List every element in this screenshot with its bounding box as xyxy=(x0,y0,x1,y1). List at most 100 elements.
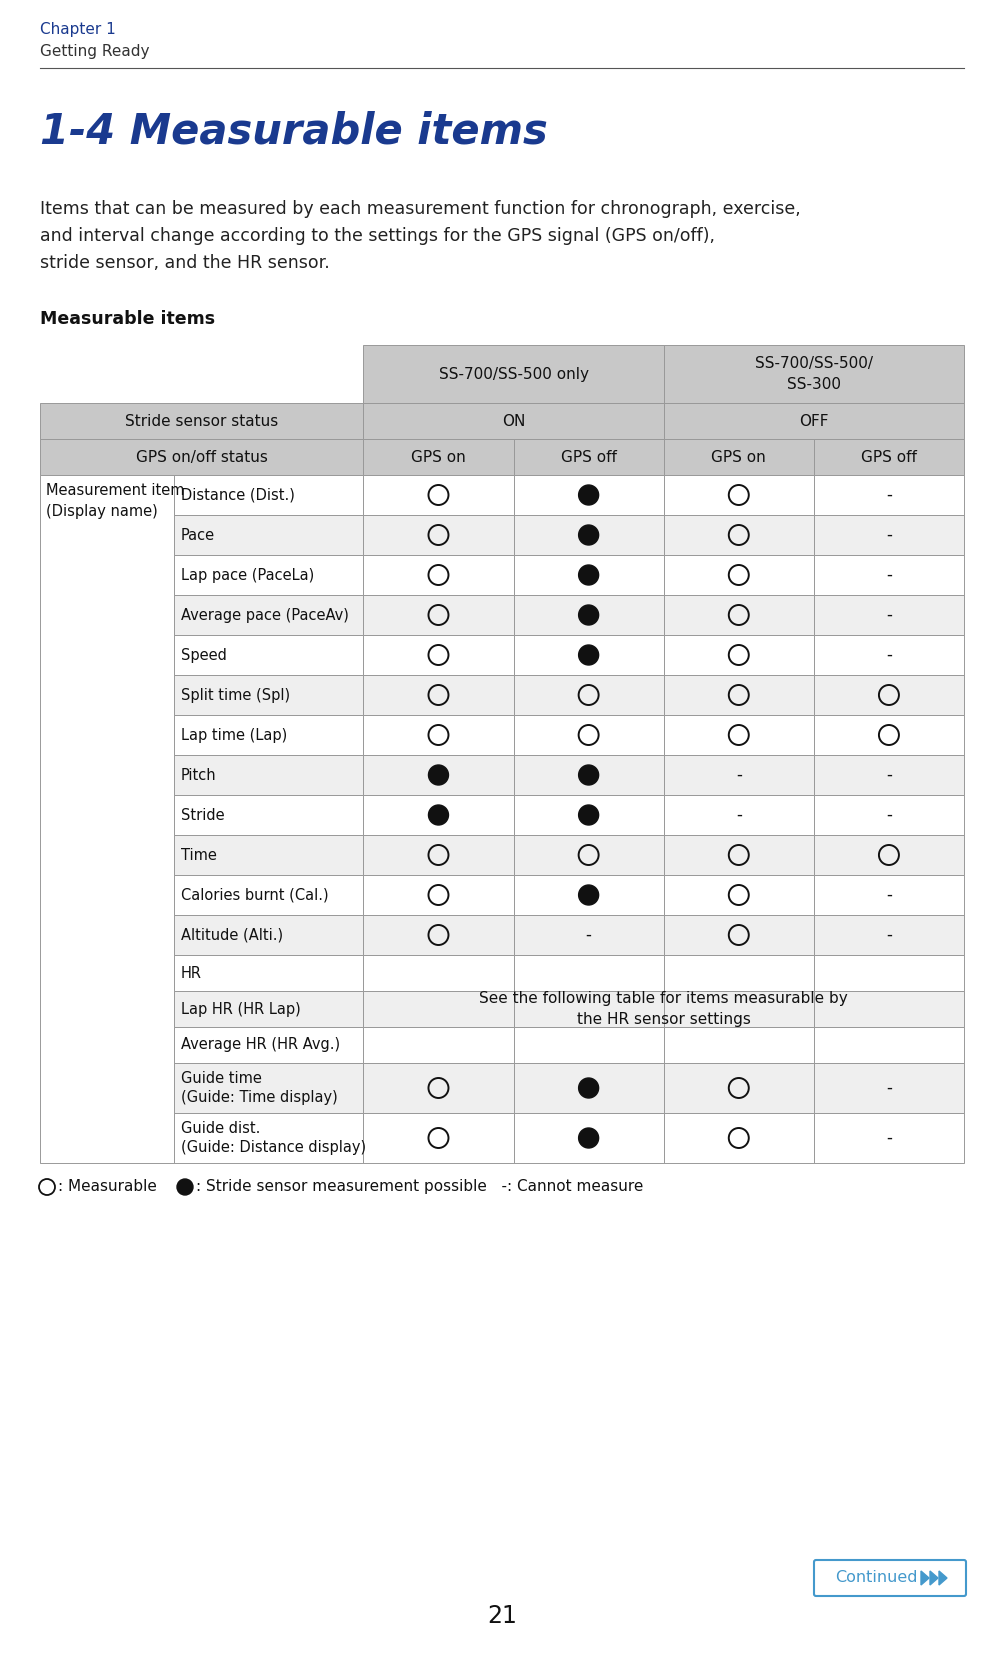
Bar xyxy=(514,716,663,756)
Bar xyxy=(174,636,363,676)
Bar xyxy=(514,515,663,555)
Text: -: - xyxy=(885,806,891,824)
Bar xyxy=(514,756,663,796)
Circle shape xyxy=(428,806,448,826)
Bar xyxy=(363,876,514,916)
Text: Items that can be measured by each measurement function for chronograph, exercis: Items that can be measured by each measu… xyxy=(40,200,800,272)
Bar xyxy=(174,1063,363,1113)
Bar xyxy=(174,676,363,716)
Bar xyxy=(363,1063,514,1113)
Text: -: - xyxy=(885,766,891,784)
Text: -: - xyxy=(735,806,741,824)
Polygon shape xyxy=(929,1571,937,1585)
Bar xyxy=(663,439,813,475)
Circle shape xyxy=(578,886,598,906)
Bar xyxy=(813,1113,963,1163)
Bar xyxy=(514,796,663,836)
Bar xyxy=(663,595,813,636)
Bar xyxy=(663,716,813,756)
Bar xyxy=(174,555,363,595)
Bar xyxy=(813,515,963,555)
Bar xyxy=(174,956,363,991)
Bar xyxy=(363,796,514,836)
Text: GPS on: GPS on xyxy=(711,449,765,464)
Bar xyxy=(663,836,813,876)
Text: Stride: Stride xyxy=(181,807,225,822)
Polygon shape xyxy=(920,1571,928,1585)
Text: GPS off: GPS off xyxy=(861,449,916,464)
Bar xyxy=(174,716,363,756)
Text: 21: 21 xyxy=(486,1605,517,1628)
Bar xyxy=(663,991,813,1027)
Bar xyxy=(363,716,514,756)
Text: Lap time (Lap): Lap time (Lap) xyxy=(181,727,287,742)
Text: Pace: Pace xyxy=(181,527,215,542)
Bar xyxy=(363,956,514,991)
Text: : Measurable: : Measurable xyxy=(58,1179,177,1194)
Bar xyxy=(813,475,963,515)
Bar xyxy=(663,515,813,555)
Circle shape xyxy=(578,1128,598,1148)
Text: -: - xyxy=(885,525,891,544)
Text: See the following table for items measurable by
the HR sensor settings: See the following table for items measur… xyxy=(478,991,848,1027)
Bar xyxy=(174,991,363,1027)
Text: -: - xyxy=(885,926,891,944)
Bar xyxy=(514,916,663,956)
Bar xyxy=(514,1113,663,1163)
Bar xyxy=(813,555,963,595)
Text: -: - xyxy=(885,886,891,904)
Bar xyxy=(813,991,963,1027)
Bar xyxy=(663,1113,813,1163)
Circle shape xyxy=(578,525,598,545)
Text: Split time (Spl): Split time (Spl) xyxy=(181,687,290,702)
Text: Lap HR (HR Lap): Lap HR (HR Lap) xyxy=(181,1001,301,1016)
Bar xyxy=(363,756,514,796)
Circle shape xyxy=(578,485,598,505)
Text: OFF: OFF xyxy=(798,414,827,429)
Bar xyxy=(363,991,514,1027)
Bar xyxy=(813,1027,963,1063)
Text: Measurable items: Measurable items xyxy=(40,310,215,329)
Bar xyxy=(514,676,663,716)
Bar xyxy=(813,636,963,676)
Bar xyxy=(363,676,514,716)
Text: -: - xyxy=(885,485,891,504)
Text: Speed: Speed xyxy=(181,647,227,662)
Circle shape xyxy=(578,646,598,666)
Bar xyxy=(813,876,963,916)
Text: Chapter 1: Chapter 1 xyxy=(40,22,115,37)
Bar xyxy=(813,916,963,956)
Bar xyxy=(663,756,813,796)
Circle shape xyxy=(177,1179,193,1194)
Bar xyxy=(813,1063,963,1113)
Bar xyxy=(663,555,813,595)
Bar xyxy=(813,439,963,475)
Text: Guide time
(Guide: Time display): Guide time (Guide: Time display) xyxy=(181,1071,337,1106)
Text: -: - xyxy=(885,605,891,624)
Bar xyxy=(813,756,963,796)
Circle shape xyxy=(428,766,448,786)
Bar xyxy=(40,475,174,1163)
Text: SS-700/SS-500/
SS-300: SS-700/SS-500/ SS-300 xyxy=(754,355,872,392)
Bar xyxy=(514,876,663,916)
Bar xyxy=(174,595,363,636)
Bar xyxy=(174,756,363,796)
Bar xyxy=(663,956,813,991)
Bar xyxy=(514,475,663,515)
Text: Altitude (Alti.): Altitude (Alti.) xyxy=(181,927,283,942)
Bar xyxy=(174,876,363,916)
Bar xyxy=(40,404,363,439)
Bar xyxy=(813,595,963,636)
Text: -: - xyxy=(885,565,891,584)
Text: Average pace (PaceAv): Average pace (PaceAv) xyxy=(181,607,348,622)
Text: GPS on/off status: GPS on/off status xyxy=(135,449,268,464)
Text: Guide dist.
(Guide: Distance display): Guide dist. (Guide: Distance display) xyxy=(181,1121,366,1156)
Bar xyxy=(363,345,663,404)
Text: Pitch: Pitch xyxy=(181,767,217,782)
Bar xyxy=(363,475,514,515)
Bar xyxy=(663,1063,813,1113)
Text: -: - xyxy=(885,1079,891,1098)
Bar xyxy=(663,636,813,676)
Bar xyxy=(514,555,663,595)
Bar xyxy=(363,1113,514,1163)
